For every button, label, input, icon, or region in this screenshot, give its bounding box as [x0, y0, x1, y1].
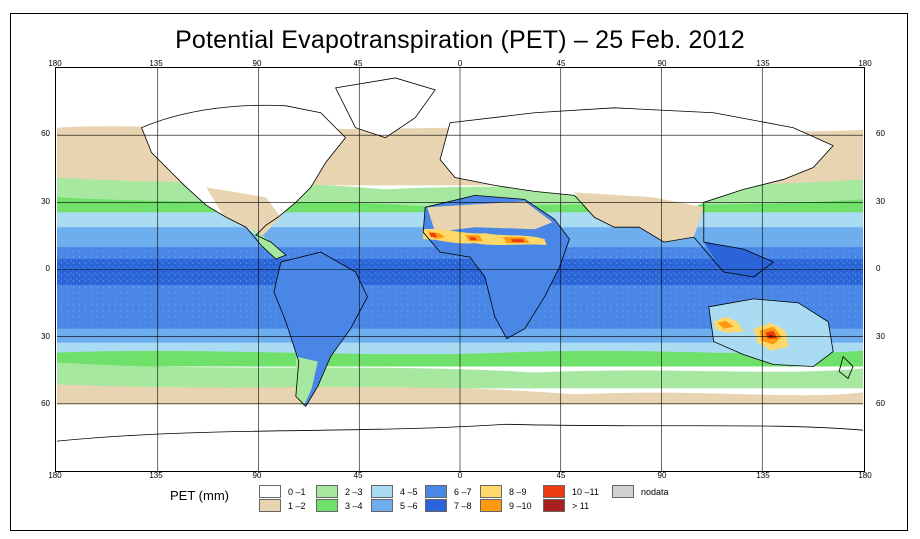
lon-tick-top: 90: [657, 59, 667, 68]
lat-tick-left: 60: [41, 129, 50, 138]
legend-swatch: [543, 485, 565, 498]
lat-tick-right: 30: [876, 332, 885, 341]
legend-swatch: [371, 499, 393, 512]
lon-tick-top: 135: [756, 59, 770, 68]
lon-tick-bottom: 45: [353, 471, 363, 480]
coast-antarctica: [56, 423, 864, 442]
coast-north-america: [141, 104, 347, 260]
graticule: [56, 68, 863, 471]
map-title: Potential Evapotranspiration (PET) – 25 …: [175, 26, 745, 54]
lon-tick-bottom: 0: [457, 471, 463, 480]
lon-tick-top: 0: [457, 59, 463, 68]
coast-new-zealand: [838, 355, 854, 380]
lon-tick-bottom: 135: [149, 471, 163, 480]
legend-label: 4 –5: [400, 487, 418, 497]
legend-label: 9 –10: [509, 501, 532, 511]
legend-label: 7 –8: [454, 501, 472, 511]
land-north-america: [141, 105, 346, 236]
lon-tick-bottom: 180: [858, 471, 872, 480]
legend-swatch: [316, 499, 338, 512]
legend-label: 10 –11: [572, 487, 599, 497]
land-sahara: [427, 201, 553, 233]
land-south-america: [273, 252, 368, 407]
legend-label: > 11: [572, 501, 590, 511]
land-asia-south: [574, 192, 704, 243]
legend-label: 1 –2: [288, 501, 306, 511]
lat-tick-left: 0: [45, 264, 50, 273]
lat-tick-left: 60: [41, 399, 50, 408]
lat-tick-right: 60: [876, 399, 885, 408]
legend-label: 8 –9: [509, 487, 527, 497]
coast-africa: [422, 194, 570, 340]
lon-tick-bottom: 45: [556, 471, 566, 480]
legend-swatch: [480, 499, 502, 512]
lon-tick-bottom: 180: [48, 471, 62, 480]
lon-tick-top: 45: [556, 59, 566, 68]
legend-swatch: [480, 485, 502, 498]
legend-swatch: [543, 499, 565, 512]
hotspot-sahel-max: [429, 233, 525, 243]
legend-label: 3 –4: [345, 501, 363, 511]
legend-label: 0 –1: [288, 487, 306, 497]
land-greenland: [335, 77, 436, 138]
lon-tick-top: 180: [858, 59, 872, 68]
legend-label: 2 –3: [345, 487, 363, 497]
pet-map-svg: [56, 68, 864, 471]
lon-tick-top: 180: [48, 59, 62, 68]
coast-south-america: [273, 251, 368, 407]
lon-tick-top: 135: [149, 59, 163, 68]
legend-label: 6 –7: [454, 487, 472, 497]
hotspot-australia-west-core: [717, 320, 734, 329]
land-se-asia: [703, 242, 774, 277]
land-na-south: [206, 187, 281, 238]
legend-swatch: [425, 485, 447, 498]
legend-label: 5 –6: [400, 501, 418, 511]
legend-label: nodata: [641, 487, 669, 497]
lat-tick-right: 60: [876, 129, 885, 138]
figure-frame: [10, 13, 908, 531]
land-central-america: [251, 227, 286, 260]
lat-tick-right: 0: [876, 264, 881, 273]
coast-greenland: [335, 77, 436, 139]
legend-swatch: [316, 485, 338, 498]
legend-swatch: [259, 485, 281, 498]
legend-swatch: [612, 485, 634, 498]
lon-tick-bottom: 135: [756, 471, 770, 480]
coast-australia: [708, 298, 834, 367]
lon-tick-bottom: 90: [657, 471, 667, 480]
lon-tick-top: 45: [353, 59, 363, 68]
legend-swatch: [259, 499, 281, 512]
pet-map: [55, 67, 865, 472]
land-sa-south: [295, 356, 318, 407]
hotspot-australia-east-extreme: [768, 334, 773, 338]
lat-tick-left: 30: [41, 197, 50, 206]
lat-tick-left: 30: [41, 332, 50, 341]
hotspot-sahel-core: [427, 231, 530, 244]
legend-title: PET (mm): [170, 488, 229, 503]
lon-tick-top: 90: [252, 59, 262, 68]
legend-swatch: [425, 499, 447, 512]
legend-swatch: [371, 485, 393, 498]
lon-tick-bottom: 90: [252, 471, 262, 480]
lat-tick-right: 30: [876, 197, 885, 206]
